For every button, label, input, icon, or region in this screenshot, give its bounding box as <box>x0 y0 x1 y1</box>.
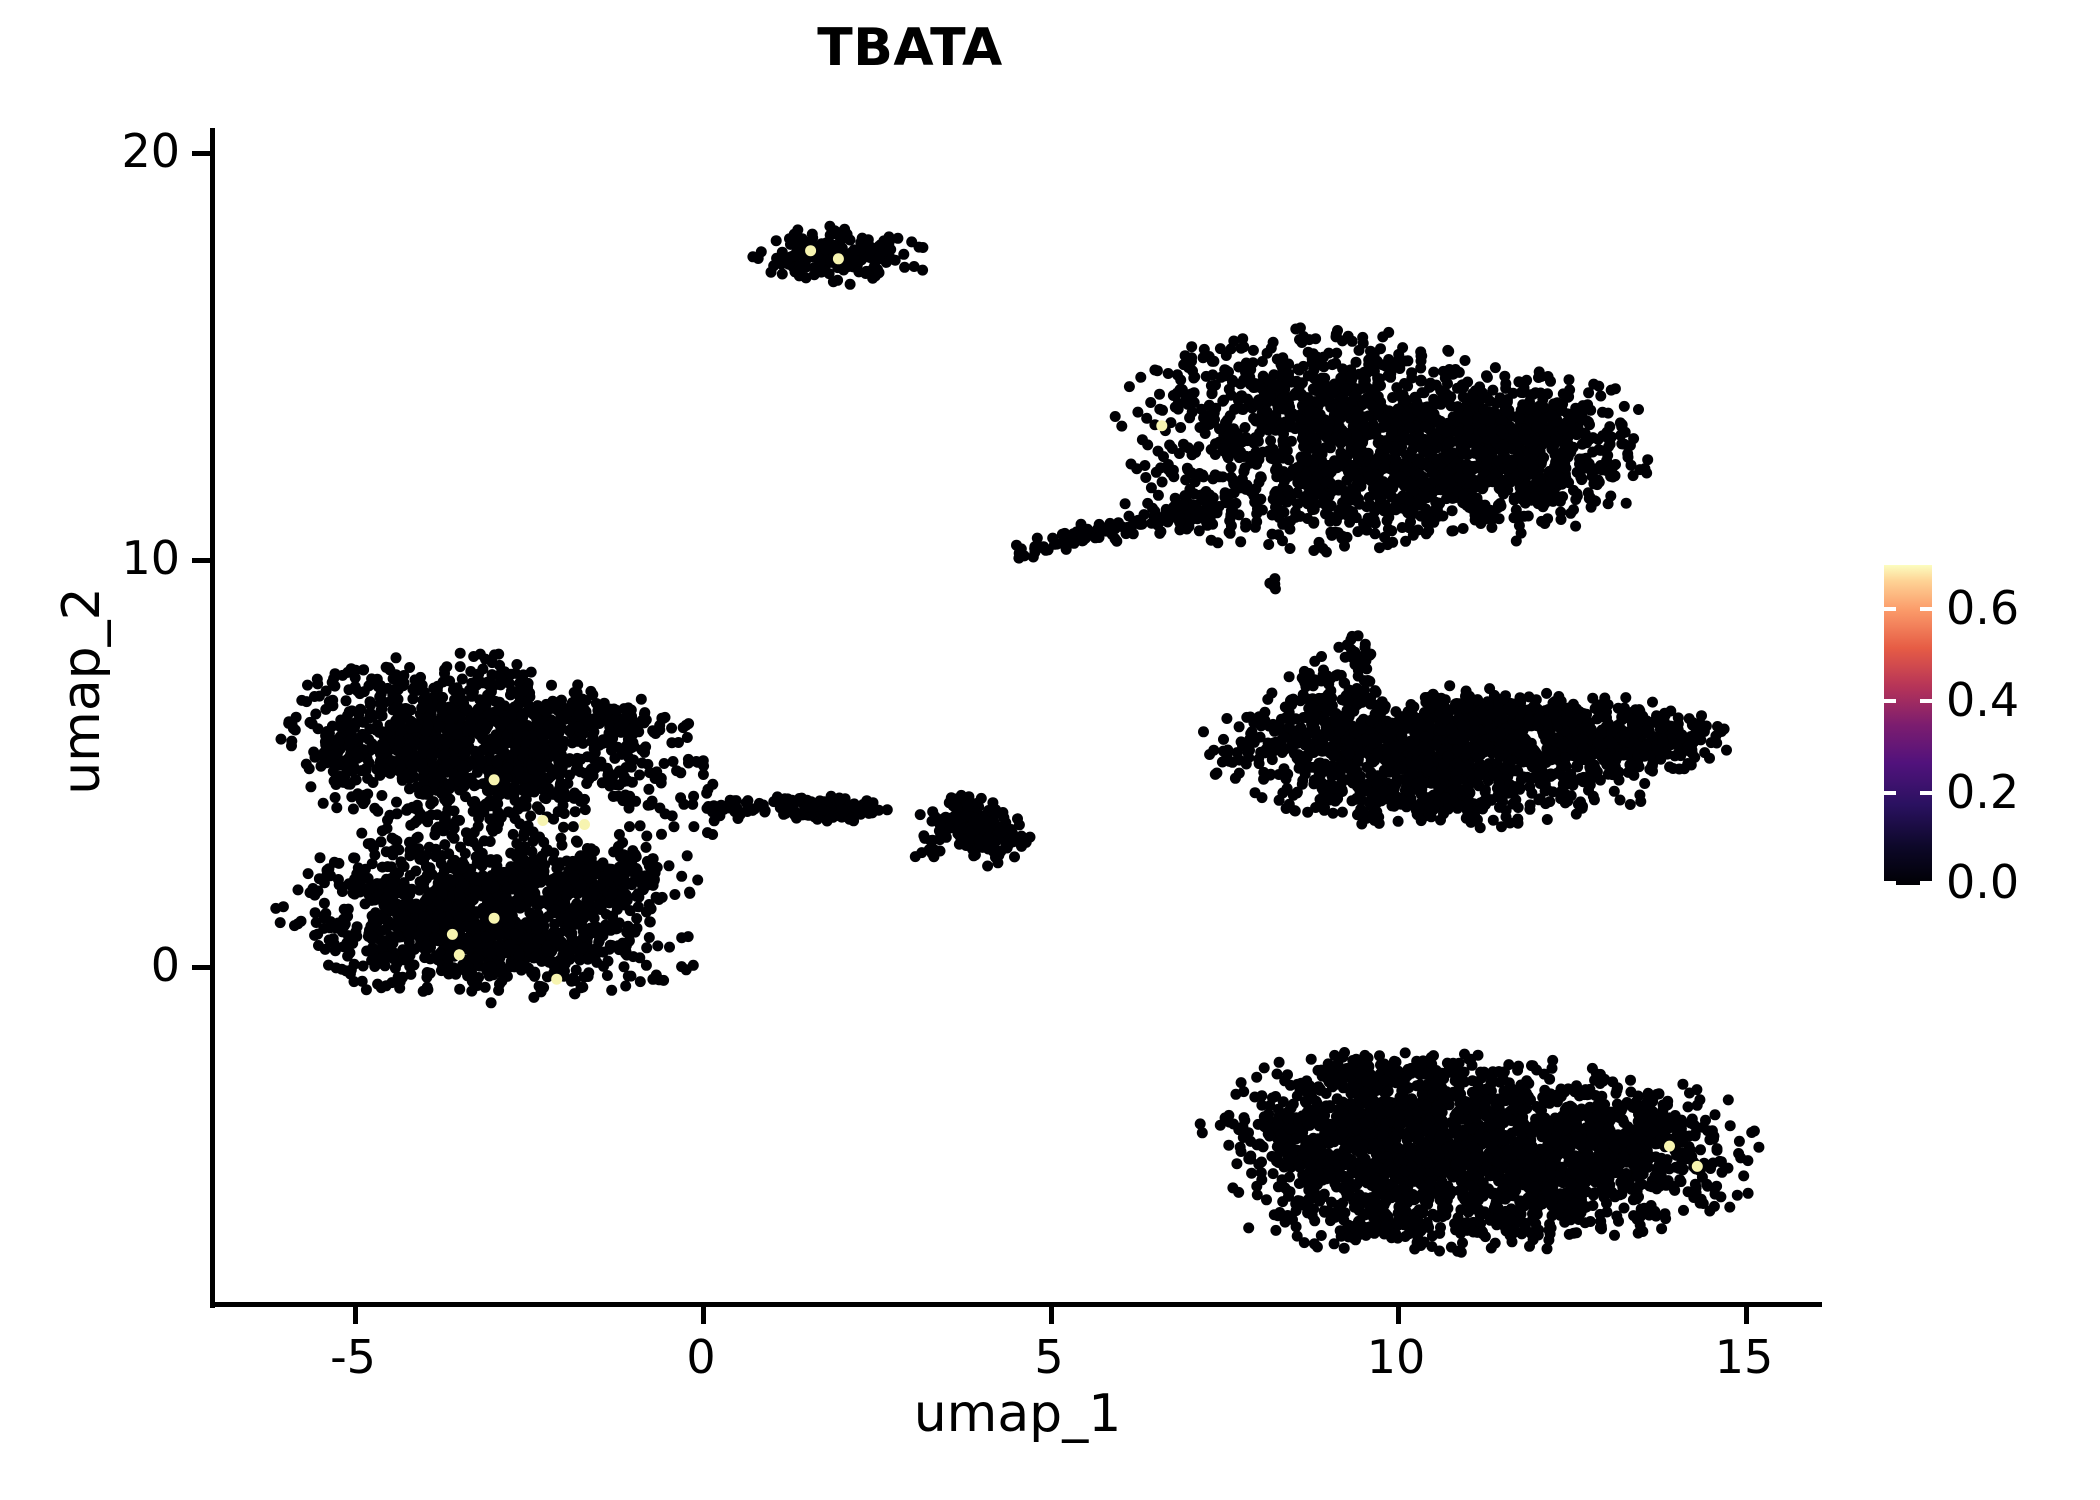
colorbar-tick-0.0-right <box>1920 881 1932 885</box>
colorbar-tick-0.6-left <box>1884 607 1896 611</box>
x-tick-mark-5 <box>1049 1306 1054 1324</box>
colorbar-gradient <box>1884 565 1932 885</box>
y-tick-mark-0 <box>192 965 210 970</box>
colorbar-label-0.2: 0.2 <box>1946 765 2020 819</box>
colorbar-tick-0.4-left <box>1884 699 1896 703</box>
colorbar-tick-0.6-right <box>1920 607 1932 611</box>
colorbar[interactable]: 0.6 0.4 0.2 0.0 <box>1884 565 2094 905</box>
y-tick-mark-10 <box>192 558 210 563</box>
y-tick-label-10: 10 <box>121 531 180 585</box>
x-axis-label: umap_1 <box>913 1384 1122 1444</box>
x-tick-mark--5 <box>353 1306 358 1324</box>
x-tick-mark-10 <box>1396 1306 1401 1324</box>
x-tick-label-5: 5 <box>1034 1330 1064 1384</box>
colorbar-label-0.0: 0.0 <box>1946 855 2020 909</box>
colorbar-tick-0.0-left <box>1884 881 1896 885</box>
x-tick-mark-15 <box>1744 1306 1749 1324</box>
colorbar-tick-0.2-right <box>1920 791 1932 795</box>
x-tick-label-10: 10 <box>1366 1330 1426 1384</box>
y-tick-mark-20 <box>192 151 210 156</box>
x-tick-label--5: -5 <box>330 1330 376 1384</box>
colorbar-label-0.4: 0.4 <box>1946 673 2020 727</box>
x-axis-spine <box>210 1302 1822 1307</box>
colorbar-tick-0.2-left <box>1884 791 1896 795</box>
y-tick-label-20: 20 <box>121 124 180 178</box>
y-tick-label-0: 0 <box>150 938 180 992</box>
page-title: TBATA <box>817 18 1003 78</box>
colorbar-tick-0.4-right <box>1920 699 1932 703</box>
scatter-plot-area[interactable] <box>215 130 1820 1302</box>
x-tick-label-0: 0 <box>686 1330 716 1384</box>
scatter-points-svg <box>270 220 1765 1258</box>
x-tick-mark-0 <box>701 1306 706 1324</box>
x-tick-label-15: 15 <box>1714 1330 1774 1384</box>
y-axis-spine <box>210 128 215 1308</box>
colorbar-label-0.6: 0.6 <box>1946 581 2020 635</box>
y-axis-label: umap_2 <box>52 587 112 795</box>
